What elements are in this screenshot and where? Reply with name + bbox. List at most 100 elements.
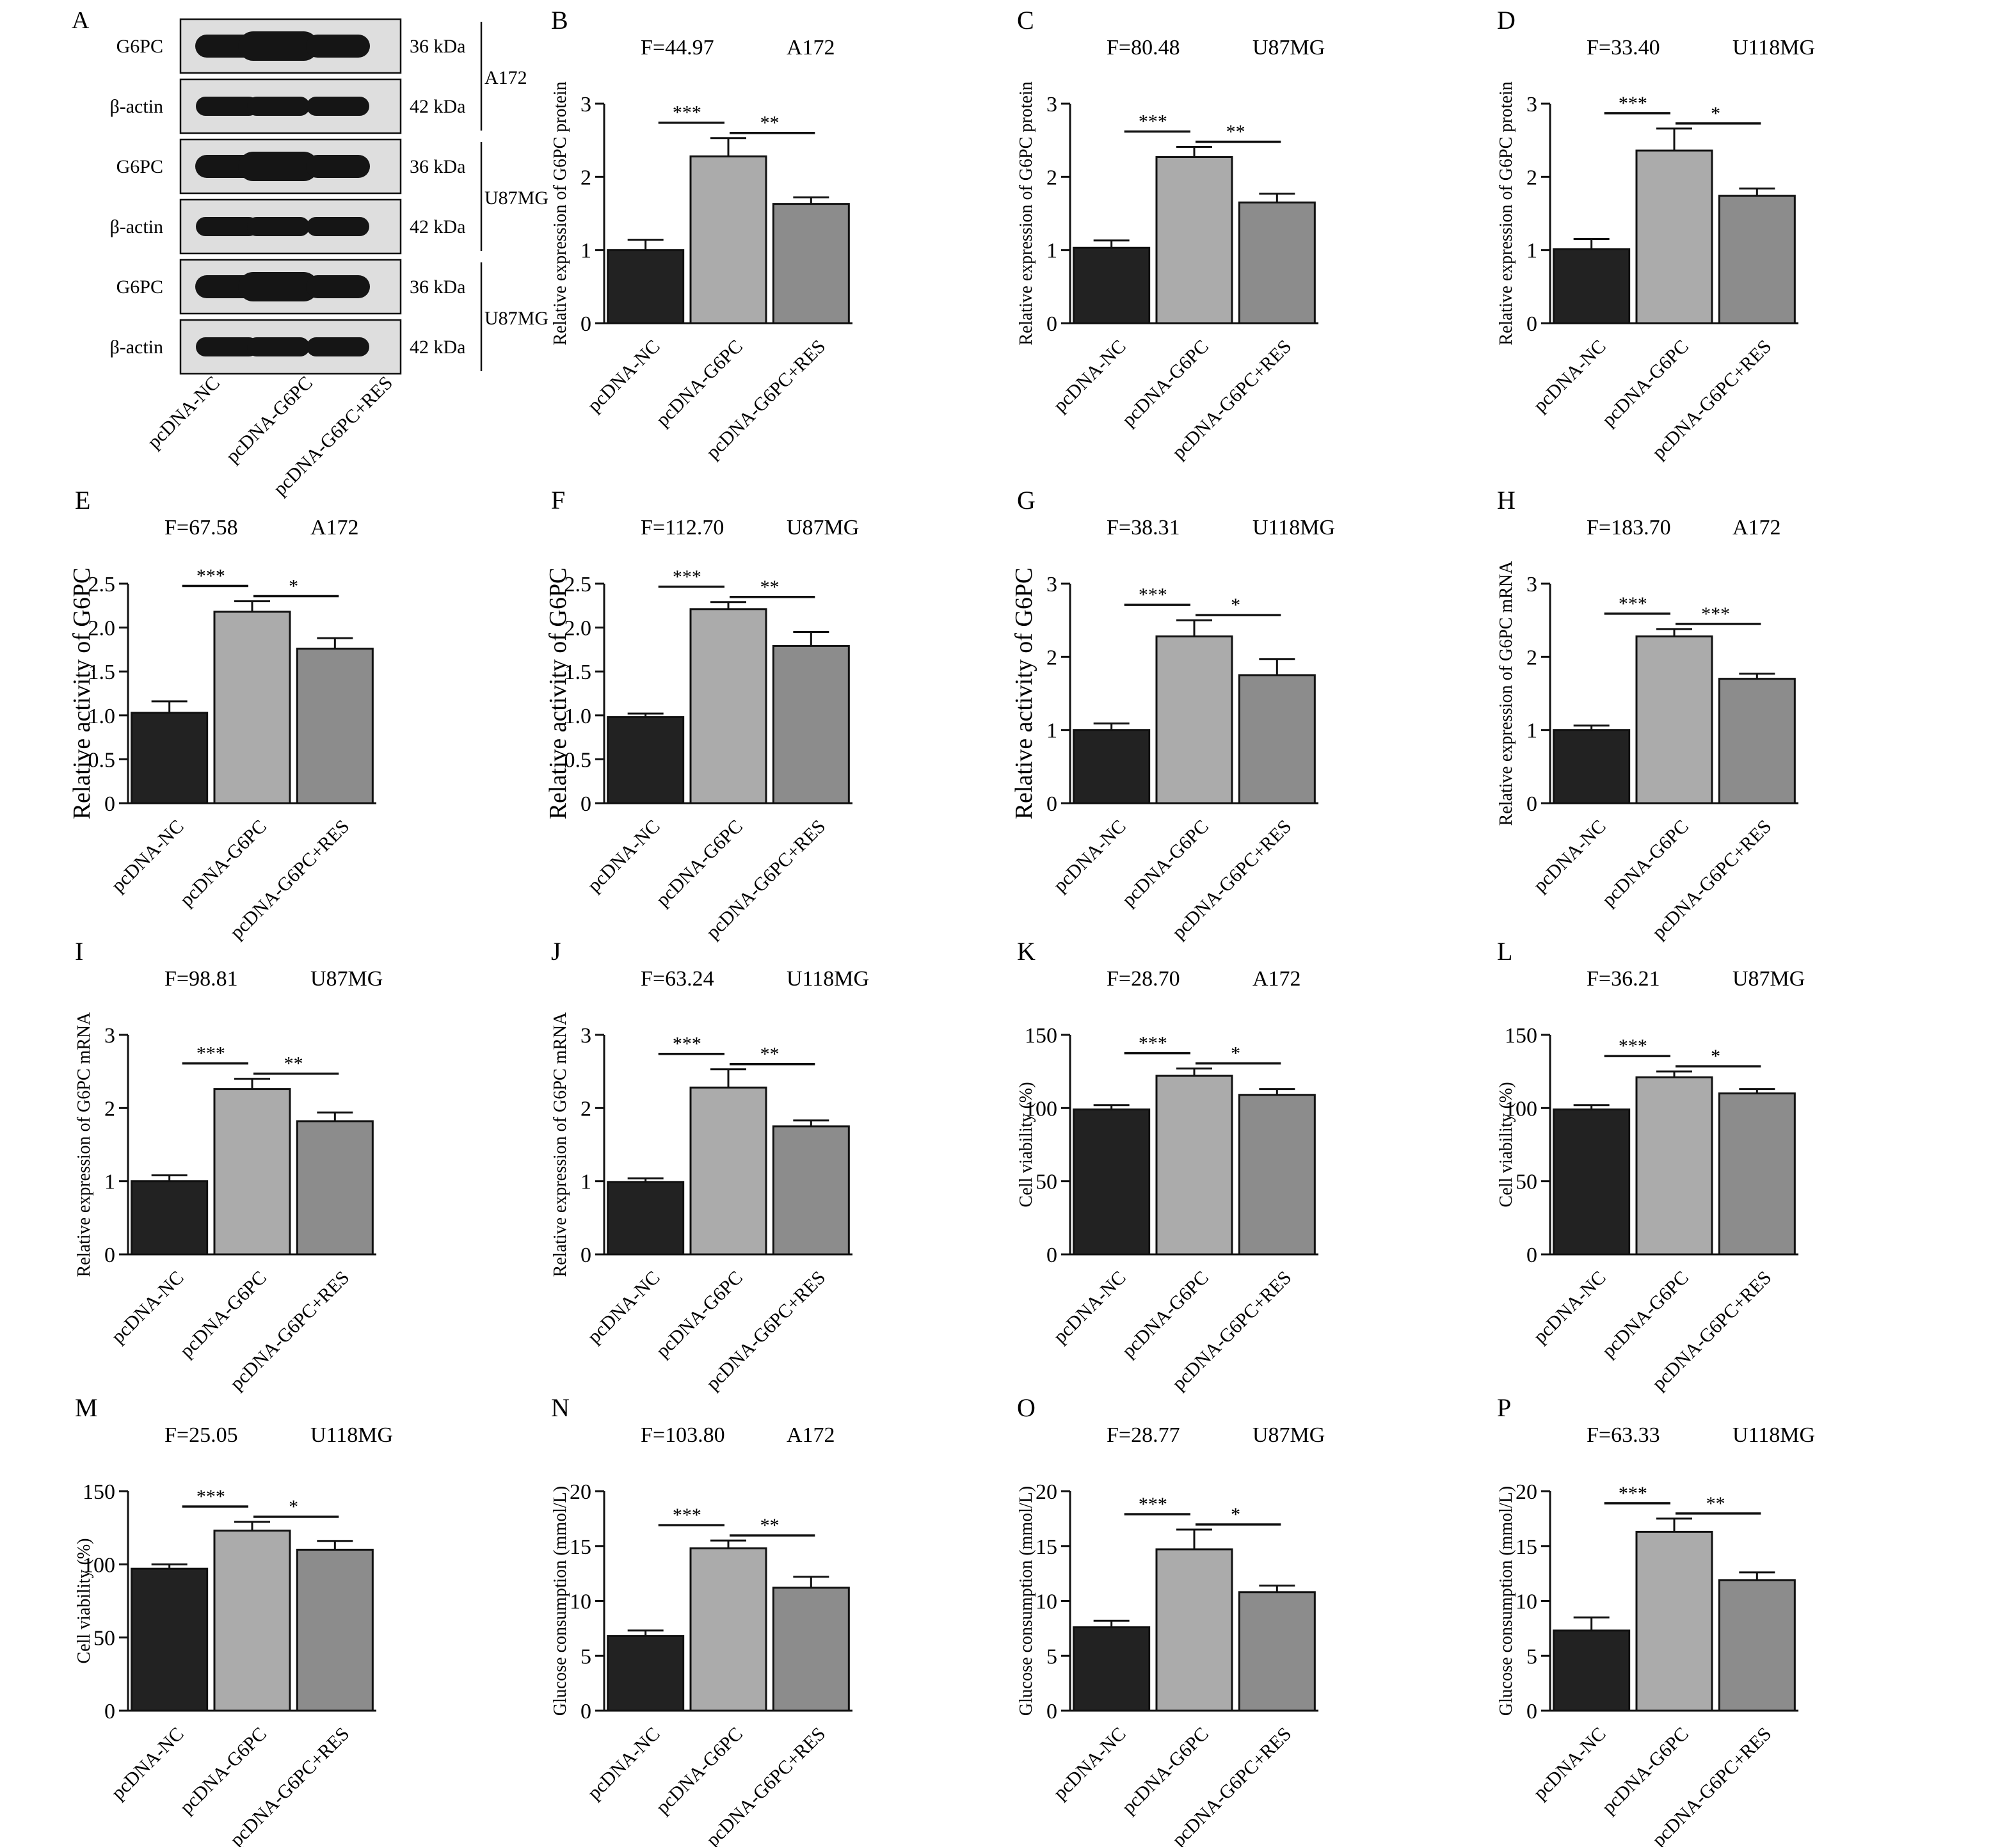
chart-panel-b: B F=44.97 A172 Relative expression of G6PC … [550, 6, 852, 463]
bar [1238, 201, 1316, 324]
y-tick-label: 0 [580, 1700, 591, 1723]
y-axis-label: Relative activity of G6PC [1011, 568, 1037, 820]
panel-letter: B [551, 6, 568, 35]
f-statistic: F=183.70 [1587, 516, 1671, 540]
bar [1718, 1579, 1796, 1712]
sig-label: * [1711, 1046, 1720, 1067]
panel-letter: C [1017, 6, 1034, 35]
bar [1155, 635, 1233, 804]
sig-label: * [1231, 1043, 1240, 1064]
cell-line-title: U87MG [310, 967, 383, 991]
bar [1635, 1076, 1713, 1256]
cell-line-title: A172 [787, 1423, 835, 1447]
bar [607, 1181, 685, 1256]
cell-line-title: U118MG [787, 967, 869, 991]
y-axis-label: Relative expression of G6PC mRNA [550, 1012, 570, 1277]
blot-band [196, 337, 259, 356]
blot-band [306, 275, 370, 298]
y-axis-label: Cell viability (%) [74, 1539, 94, 1664]
x-tick-label: pcDNA-NC [108, 1267, 188, 1348]
y-tick-label: 2 [1526, 646, 1537, 669]
bar [607, 1635, 685, 1712]
y-tick-label: 100 [1505, 1097, 1537, 1121]
cell-line-title: U118MG [1732, 1423, 1815, 1447]
cell-line-title: A172 [787, 36, 835, 60]
f-statistic: F=63.24 [641, 967, 714, 991]
y-tick-label: 5 [1046, 1645, 1057, 1668]
blot-band [238, 152, 319, 181]
y-tick-label: 0 [1046, 312, 1057, 336]
x-tick-label: pcDNA-G6PC [1118, 336, 1213, 431]
blot-protein-label: G6PC [116, 156, 163, 177]
x-tick-label: pcDNA-NC [108, 816, 188, 897]
panel-letter: D [1497, 6, 1516, 35]
bar [1073, 1626, 1151, 1712]
chart-panel-n: N F=103.80 A172 Glucose consumption (mmol/L… [550, 1393, 852, 1847]
bar [1073, 729, 1151, 804]
panel-letter: I [75, 937, 83, 966]
cell-line-title: A172 [1732, 516, 1781, 540]
y-tick-label: 150 [1025, 1024, 1057, 1048]
bar [772, 644, 850, 804]
y-tick-label: 15 [1036, 1535, 1057, 1559]
sig-label: *** [196, 1043, 225, 1064]
x-tick-label: pcDNA-G6PC [652, 1267, 747, 1362]
y-tick-label: 0 [580, 312, 591, 336]
blot-kda-label: 36 kDa [410, 36, 465, 57]
bar [1073, 246, 1151, 324]
y-tick-label: 100 [1025, 1097, 1057, 1121]
bar [213, 1088, 291, 1256]
panel-letter: F [551, 486, 565, 515]
bar [131, 1567, 209, 1712]
y-tick-label: 15 [570, 1535, 591, 1559]
blot-protein-label: β-actin [109, 216, 163, 237]
f-statistic: F=103.80 [641, 1423, 725, 1447]
bar [1718, 678, 1796, 804]
y-tick-label: 0 [1046, 1243, 1057, 1267]
bar [1553, 729, 1631, 804]
y-tick-label: 20 [570, 1480, 591, 1504]
sig-label: *** [673, 1505, 701, 1526]
y-tick-label: 0 [1526, 792, 1537, 816]
chart-panel-l: L F=36.21 U87MG Cell viability (%) 0 50 100 150… [1496, 937, 1805, 1395]
bar [131, 1180, 209, 1256]
sig-label: *** [1701, 604, 1730, 625]
sig-label: *** [196, 565, 225, 586]
y-axis-label: Relative expression of G6PC protein [1496, 81, 1516, 345]
bar [689, 155, 767, 324]
bar [1073, 1108, 1151, 1256]
panel-letter: L [1497, 937, 1512, 966]
panel-letter: P [1497, 1393, 1511, 1422]
x-tick-label: pcDNA-NC [584, 1267, 664, 1348]
blot-cell-line-label: A172 [484, 67, 527, 88]
y-axis-label: Glucose consumption (mmol/L) [1016, 1486, 1036, 1716]
f-statistic: F=28.77 [1107, 1423, 1180, 1447]
y-tick-label: 1 [1526, 719, 1537, 743]
panel-letter: E [75, 486, 90, 515]
sig-label: * [1231, 595, 1240, 616]
x-tick-label: pcDNA-NC [1050, 336, 1130, 417]
bar [213, 1530, 291, 1712]
y-tick-label: 0 [580, 792, 591, 816]
cell-line-title: U87MG [1252, 36, 1325, 60]
bar [607, 716, 685, 804]
f-statistic: F=98.81 [164, 967, 238, 991]
sig-label: *** [196, 1486, 225, 1507]
blot-cell-line-label: U87MG [484, 308, 548, 329]
blot-band [306, 155, 370, 178]
bar [296, 1120, 374, 1256]
bar [772, 203, 850, 324]
bar [1155, 1548, 1233, 1712]
y-tick-label: 2 [1526, 166, 1537, 189]
blot-lane-label: pcDNA-NC [143, 372, 224, 453]
y-tick-label: 1 [1046, 719, 1057, 743]
y-tick-label: 1 [580, 1171, 591, 1194]
bar [1635, 1530, 1713, 1712]
sig-label: *** [1139, 1494, 1167, 1515]
y-tick-label: 0 [104, 1243, 115, 1267]
western-blot-panel: A G6PC 36 kDa β-actin 42 kDa A172 G6PC 36 kDa β… [72, 7, 548, 500]
panel-letter: J [551, 937, 561, 966]
cell-line-title: U87MG [787, 516, 859, 540]
y-tick-label: 5 [580, 1645, 591, 1668]
x-tick-label: pcDNA-NC [1530, 816, 1610, 897]
